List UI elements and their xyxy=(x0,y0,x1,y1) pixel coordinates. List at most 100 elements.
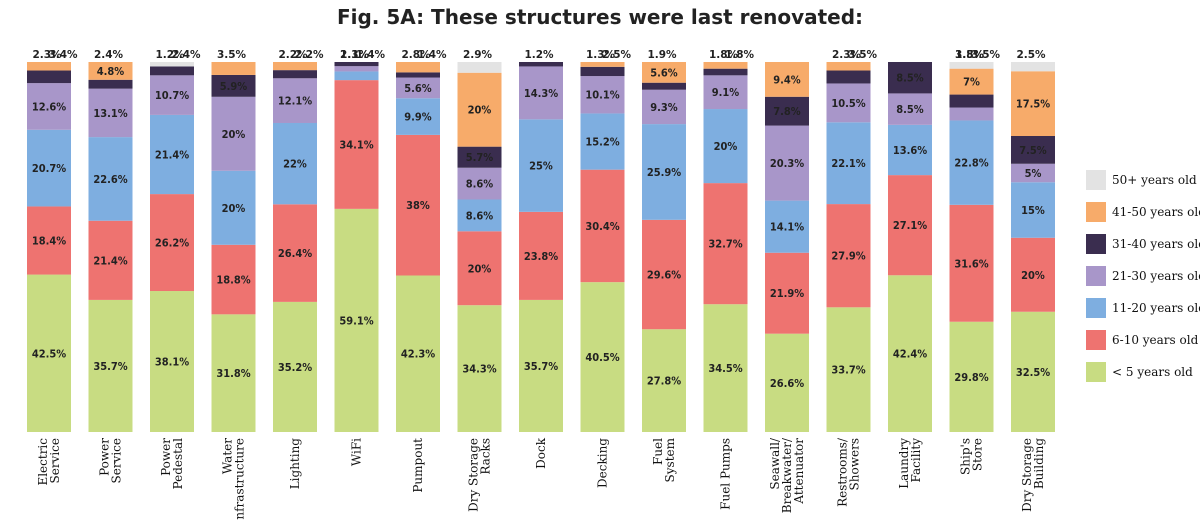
bar-segment xyxy=(949,120,994,205)
legend-label: 41-50 years old xyxy=(1112,205,1200,219)
data-label: 20% xyxy=(1021,269,1045,282)
bar-segment xyxy=(765,62,809,97)
category-label-line: WiFi xyxy=(350,438,364,466)
data-label: 5% xyxy=(1025,167,1042,180)
bar-segment xyxy=(703,109,748,184)
bar-segment xyxy=(457,62,502,73)
bar-segment xyxy=(580,66,625,77)
bar-segment xyxy=(765,252,809,334)
data-label: 20% xyxy=(222,202,246,215)
data-label: 34.1% xyxy=(339,138,373,151)
bar-segment xyxy=(580,62,625,67)
bar-segment xyxy=(211,244,256,315)
bar-segment xyxy=(519,62,563,67)
data-label: 21.4% xyxy=(93,254,127,267)
category-label-line: Laundry xyxy=(897,438,911,489)
bar-segment xyxy=(703,183,748,305)
bar-segment xyxy=(642,219,686,330)
data-label: 13.1% xyxy=(93,107,127,120)
legend-swatch xyxy=(1086,330,1106,350)
bar-segment xyxy=(949,68,994,95)
bar-segment xyxy=(888,93,932,125)
data-label: 20% xyxy=(468,262,492,275)
bar-segment xyxy=(1011,163,1055,183)
bar-segment xyxy=(826,83,871,123)
data-label: 2.9% xyxy=(463,49,493,61)
category-label-line: Breakwater/ xyxy=(780,437,794,513)
bar-segment xyxy=(211,74,256,97)
data-label: 9.3% xyxy=(650,101,678,114)
bar-segment xyxy=(457,146,502,168)
data-label: 2.3% xyxy=(340,49,370,61)
bar-segment xyxy=(519,299,563,432)
bar-segment xyxy=(949,204,994,322)
data-label: 9.1% xyxy=(712,86,740,99)
data-label: 2.2% xyxy=(278,49,308,61)
bar-segment xyxy=(519,119,563,212)
data-label: 4.8% xyxy=(97,65,125,78)
data-label: 31.8% xyxy=(216,367,250,380)
category-label: WiFi xyxy=(350,438,364,466)
data-label: 27.8% xyxy=(647,375,681,388)
category-label-line: Dry Storage xyxy=(467,438,481,512)
data-label: 59.1% xyxy=(339,314,373,327)
data-label: 10.7% xyxy=(155,89,189,102)
bar-segment xyxy=(88,88,133,138)
data-label: 26.2% xyxy=(155,237,189,250)
category-label-line: Service xyxy=(110,438,124,484)
legend-swatch xyxy=(1086,202,1106,222)
data-label: 15.2% xyxy=(585,136,619,149)
bar-segment xyxy=(273,70,317,79)
data-label: 29.6% xyxy=(647,269,681,282)
category-label-line: Ship's xyxy=(959,438,973,475)
category-label: Fuel Pumps xyxy=(719,438,733,510)
bar-segment xyxy=(334,80,379,209)
category-label-line: Attenuator xyxy=(792,438,806,505)
data-label: 34.3% xyxy=(462,363,496,376)
category-label-line: Racks xyxy=(479,438,493,475)
data-label: 20% xyxy=(468,104,492,117)
bar-segment xyxy=(457,305,502,432)
data-label: 12.1% xyxy=(278,95,312,108)
bar-segment xyxy=(88,220,133,300)
data-label: 3.5% xyxy=(971,49,1001,61)
legend-label: < 5 years old xyxy=(1112,365,1193,379)
data-label: 32.7% xyxy=(708,238,742,251)
bar-segment xyxy=(1011,62,1055,72)
data-label: 38.1% xyxy=(155,356,189,369)
bar-segment xyxy=(211,96,256,171)
data-label: 26.6% xyxy=(770,377,804,390)
data-label: 1.4% xyxy=(356,49,386,61)
legend: 50+ years old 41-50 years old 31-40 years … xyxy=(1086,170,1200,382)
bar-segment xyxy=(88,137,133,221)
bar-segment xyxy=(273,122,317,205)
bar-segment xyxy=(150,194,194,292)
data-label: 21.9% xyxy=(770,287,804,300)
data-label: 5.6% xyxy=(404,82,432,95)
bar-segment xyxy=(949,62,994,69)
bar-segment xyxy=(949,94,994,108)
bar-segment xyxy=(888,175,932,276)
bar-segment xyxy=(888,124,932,176)
category-label-line: Seawall/ xyxy=(768,437,782,490)
data-label: 5.9% xyxy=(220,80,248,93)
bar-segment xyxy=(150,62,194,67)
bar-segment xyxy=(1011,237,1055,312)
data-label: 14.1% xyxy=(770,221,804,234)
bar-segment xyxy=(396,77,440,99)
data-label: 22.8% xyxy=(954,157,988,170)
category-label-line: Service xyxy=(48,438,62,484)
data-label: 5.6% xyxy=(650,66,678,79)
category-label-line: Showers xyxy=(848,438,862,490)
bar-segment xyxy=(765,125,809,201)
data-label: 1.8% xyxy=(709,49,739,61)
bar-segment xyxy=(211,314,256,432)
data-label: 26.4% xyxy=(278,247,312,260)
bar-segment xyxy=(826,307,871,432)
bar-segment xyxy=(396,275,440,432)
bar-segment xyxy=(27,274,71,432)
category-label: Pumpout xyxy=(411,438,425,493)
category-label-line: Power xyxy=(159,438,173,476)
